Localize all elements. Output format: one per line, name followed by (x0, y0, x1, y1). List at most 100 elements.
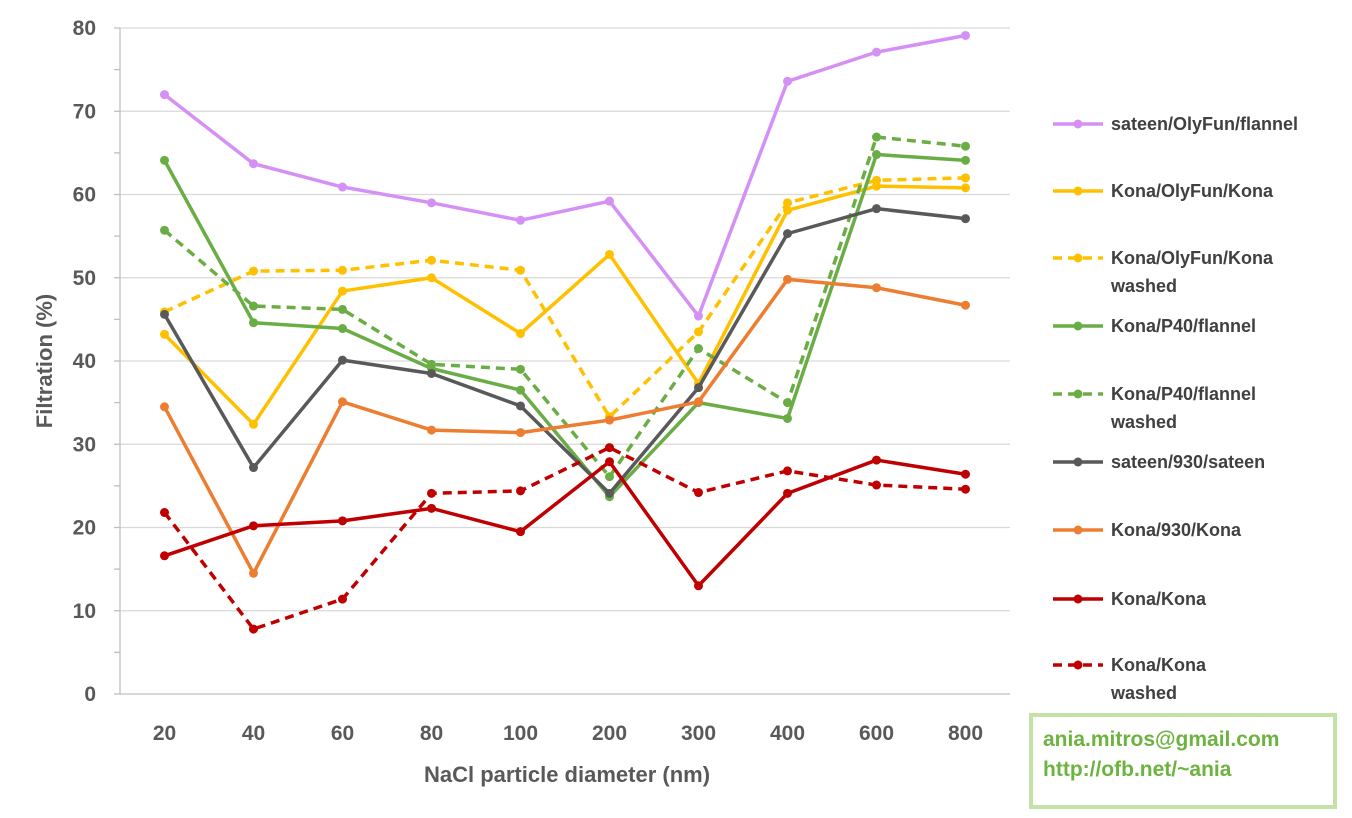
data-point (427, 368, 436, 378)
data-point (872, 480, 881, 490)
x-tick-label: 60 (331, 722, 354, 745)
data-point (872, 175, 881, 185)
data-point (249, 318, 258, 328)
legend-label: Kona/Kona washed (1110, 655, 1207, 703)
data-point (160, 90, 169, 100)
legend-marker (1073, 660, 1083, 670)
data-point (961, 183, 970, 193)
data-point (694, 488, 703, 498)
data-point (338, 304, 347, 314)
x-tick-label: 300 (681, 722, 716, 745)
data-point (516, 527, 525, 537)
data-point (694, 397, 703, 407)
series-sateen-olyfun-flannel (160, 30, 970, 321)
x-tick-label: 20 (153, 722, 176, 745)
legend-label: sateen/930/sateen (1111, 452, 1265, 472)
data-point (338, 397, 347, 407)
legend-marker (1073, 457, 1083, 467)
data-point (516, 215, 525, 225)
legend-label: Kona/OlyFun/Kona (1111, 181, 1274, 201)
y-tick-labels: 0 10 20 30 40 50 60 70 80 (73, 17, 96, 706)
y-axis-title: Filtration (%) (32, 294, 57, 428)
data-point (694, 383, 703, 393)
legend-item: Kona/Kona (1053, 589, 1207, 609)
series-line (163, 135, 966, 479)
data-point (516, 486, 525, 496)
series-line (163, 184, 966, 427)
legend-marker (1073, 321, 1083, 331)
y-tick-label: 10 (73, 600, 96, 623)
series-lines (160, 30, 970, 634)
legend-item: sateen/OlyFun/flannel (1053, 114, 1298, 134)
x-tick-label: 80 (420, 722, 443, 745)
y-tick-label: 50 (73, 267, 96, 290)
data-point (249, 159, 258, 169)
legend-label: Kona/OlyFun/Kona washed (1110, 248, 1274, 296)
legend-marker (1073, 525, 1083, 535)
legend-label: Kona/930/Kona (1111, 520, 1242, 540)
data-point (872, 455, 881, 465)
data-point (605, 443, 614, 453)
legend-marker (1073, 253, 1083, 263)
series-line (162, 152, 966, 499)
x-axis-title: NaCl particle diameter (nm) (424, 762, 710, 787)
data-point (427, 273, 436, 283)
data-point (160, 329, 169, 339)
data-point (338, 355, 347, 365)
x-tick-label: 800 (948, 722, 983, 745)
data-point (961, 173, 970, 183)
legend-item: Kona/P40/flannel washed (1053, 384, 1256, 432)
series-line (163, 445, 966, 631)
contact-box: ania.mitros@gmail.com http://ofb.net/~an… (1029, 713, 1337, 809)
data-point (872, 283, 881, 293)
data-point (160, 551, 169, 561)
data-point (160, 402, 169, 412)
y-tick-label: 70 (73, 100, 96, 123)
data-point (961, 141, 970, 151)
data-point (516, 364, 525, 374)
y-tick-label: 40 (73, 350, 96, 373)
data-point (961, 484, 970, 494)
data-point (427, 425, 436, 435)
y-tick-label: 30 (73, 433, 96, 456)
data-point (160, 155, 169, 165)
legend-marker (1073, 186, 1083, 196)
series-kona-kona (160, 455, 970, 591)
legend-marker (1073, 389, 1083, 399)
data-point (783, 198, 792, 208)
data-point (694, 327, 703, 337)
legend: sateen/OlyFun/flannel Kona/OlyFun/Kona Kon… (1053, 114, 1298, 703)
legend-marker (1073, 119, 1083, 129)
data-point (427, 255, 436, 265)
data-point (249, 463, 258, 473)
data-point (516, 265, 525, 275)
data-point (872, 132, 881, 142)
y-tick-label: 80 (73, 17, 96, 40)
data-point (694, 344, 703, 354)
series-line (163, 33, 966, 318)
series-kona-p40-flannel-washed (160, 132, 970, 482)
series-kona-930-kona (160, 274, 970, 578)
series-line (162, 277, 966, 576)
data-point (516, 385, 525, 395)
x-tick-label: 200 (592, 722, 627, 745)
data-point (694, 311, 703, 321)
series-kona-kona-washed (160, 443, 970, 634)
data-point (961, 300, 970, 310)
data-point (338, 182, 347, 192)
data-point (605, 488, 614, 498)
legend-item: Kona/P40/flannel (1053, 316, 1256, 336)
legend-label: Kona/P40/flannel (1111, 316, 1256, 336)
data-point (338, 516, 347, 526)
legend-label: Kona/P40/flannel washed (1110, 384, 1256, 432)
data-point (783, 413, 792, 423)
y-tick-label: 0 (84, 683, 96, 706)
legend-label: Kona/Kona (1111, 589, 1207, 609)
legend-marker (1073, 594, 1083, 604)
data-point (694, 581, 703, 591)
legend-item: Kona/OlyFun/Kona (1053, 181, 1274, 201)
legend-item: sateen/930/sateen (1053, 452, 1265, 472)
data-point (961, 469, 970, 479)
x-tick-label: 600 (859, 722, 894, 745)
